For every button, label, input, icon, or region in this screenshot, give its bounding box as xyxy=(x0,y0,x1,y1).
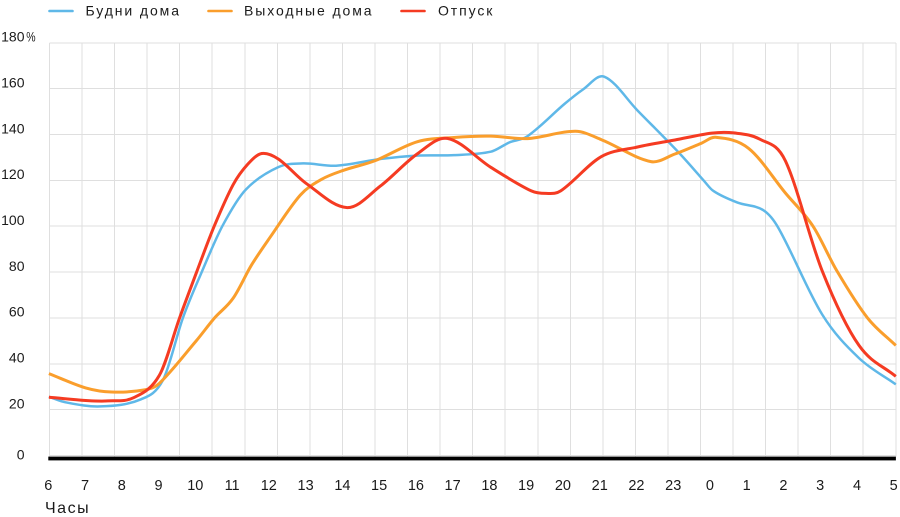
svg-text:3: 3 xyxy=(816,478,824,494)
svg-text:18: 18 xyxy=(481,478,497,494)
svg-text:180: 180 xyxy=(1,29,25,45)
svg-text:Выходные дома: Выходные дома xyxy=(244,2,373,18)
svg-text:40: 40 xyxy=(9,350,25,366)
svg-text:21: 21 xyxy=(592,478,608,494)
svg-text:160: 160 xyxy=(1,75,25,91)
svg-text:Будни дома: Будни дома xyxy=(86,2,181,18)
svg-text:6: 6 xyxy=(44,478,52,494)
svg-text:9: 9 xyxy=(155,478,163,494)
svg-text:8: 8 xyxy=(118,478,126,494)
svg-text:140: 140 xyxy=(1,120,25,136)
svg-text:19: 19 xyxy=(518,478,534,494)
svg-text:16: 16 xyxy=(408,478,424,494)
svg-text:120: 120 xyxy=(1,166,25,182)
svg-text:4: 4 xyxy=(853,478,861,494)
svg-text:12: 12 xyxy=(261,478,277,494)
svg-text:60: 60 xyxy=(9,304,25,320)
svg-text:20: 20 xyxy=(9,395,25,411)
svg-text:80: 80 xyxy=(9,258,25,274)
svg-text:20: 20 xyxy=(555,478,571,494)
svg-text:17: 17 xyxy=(445,478,461,494)
svg-text:0: 0 xyxy=(706,478,714,494)
svg-text:Отпуск: Отпуск xyxy=(438,2,494,18)
svg-text:1: 1 xyxy=(743,478,751,494)
svg-text:14: 14 xyxy=(334,478,350,494)
svg-text:15: 15 xyxy=(371,478,387,494)
svg-text:13: 13 xyxy=(298,478,314,494)
svg-text:0: 0 xyxy=(17,447,25,463)
svg-text:Часы: Часы xyxy=(45,500,90,517)
svg-text:22: 22 xyxy=(628,478,644,494)
svg-text:7: 7 xyxy=(81,478,89,494)
svg-text:%: % xyxy=(26,29,35,45)
svg-text:10: 10 xyxy=(187,478,203,494)
svg-text:11: 11 xyxy=(225,478,240,494)
svg-text:2: 2 xyxy=(779,478,787,494)
svg-text:23: 23 xyxy=(665,478,681,494)
svg-text:100: 100 xyxy=(1,212,25,228)
svg-text:5: 5 xyxy=(890,478,898,494)
